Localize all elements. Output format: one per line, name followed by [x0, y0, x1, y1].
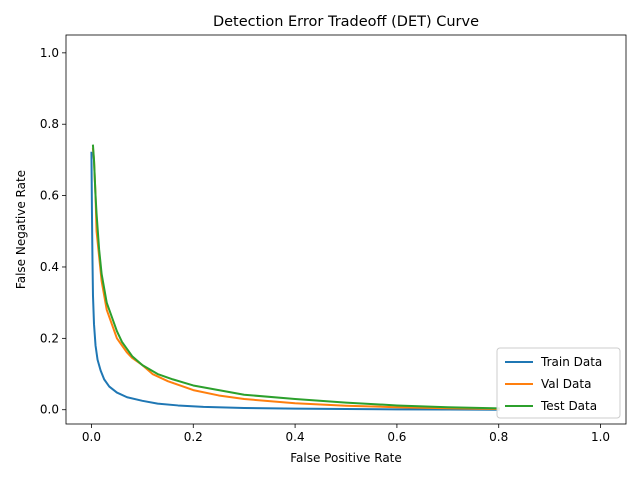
- y-tick-label: 1.0: [40, 46, 59, 60]
- y-tick-label: 0.8: [40, 117, 59, 131]
- x-tick-label: 0.2: [184, 430, 203, 444]
- legend-box: [496, 347, 621, 419]
- axes-frame: [65, 34, 627, 425]
- y-tick-label: 0.6: [40, 189, 59, 203]
- x-tick-label: 0.6: [387, 430, 406, 444]
- x-tick-label: 0.0: [82, 430, 101, 444]
- x-axis-label: False Positive Rate: [290, 451, 402, 465]
- chart-title: Detection Error Tradeoff (DET) Curve: [213, 14, 479, 30]
- x-axis: 0.0 0.2 0.4 0.6 0.8 1.0: [82, 424, 610, 444]
- x-tick-label: 1.0: [591, 430, 610, 444]
- x-tick-label: 0.4: [286, 430, 305, 444]
- legend-label: Val Data: [541, 377, 591, 391]
- y-tick-label: 0.2: [40, 331, 59, 345]
- series-line-test-data: [91, 144, 500, 410]
- y-axis-label: False Negative Rate: [14, 170, 28, 289]
- x-tick-label: 0.8: [489, 430, 508, 444]
- y-tick-label: 0.0: [40, 403, 59, 417]
- legend-label: Test Data: [540, 399, 597, 413]
- legend-label: Train Data: [540, 355, 602, 369]
- legend: Train Data Val Data Test Data: [496, 347, 621, 419]
- plot-area: [90, 144, 500, 411]
- y-tick-label: 0.4: [40, 260, 59, 274]
- y-axis: 0.0 0.2 0.4 0.6 0.8 1.0: [40, 46, 66, 417]
- series-line-train-data: [90, 151, 500, 411]
